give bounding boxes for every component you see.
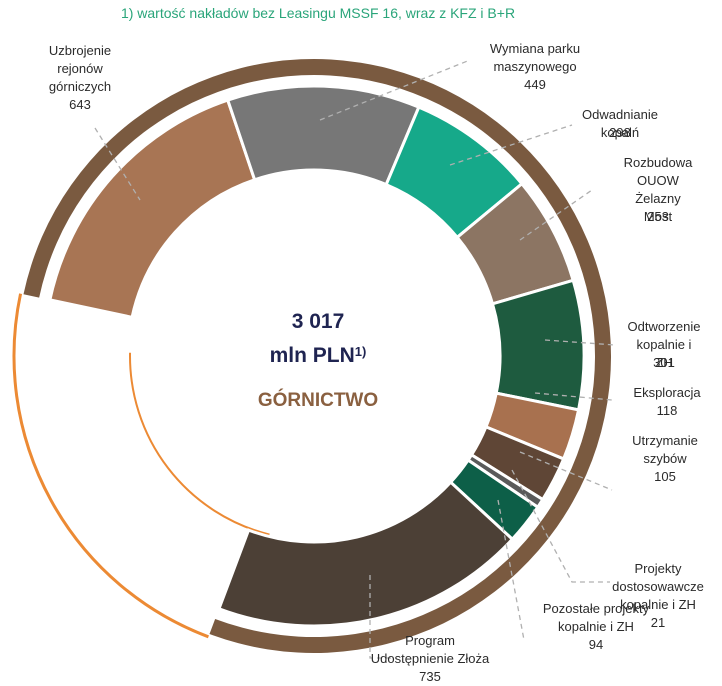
category-label: Odtworzenie kopalnie i ZH bbox=[627, 319, 701, 370]
leader-line bbox=[449, 124, 573, 166]
value-label: 643 bbox=[69, 97, 91, 112]
total-unit: mln PLN1) bbox=[270, 344, 367, 367]
category-label: Wymiana parku maszynowego bbox=[489, 41, 581, 74]
value-label: 105 bbox=[654, 469, 676, 484]
gap-arc bbox=[12, 293, 209, 639]
value-label: 21 bbox=[650, 615, 666, 630]
value-label: 118 bbox=[656, 403, 678, 418]
value-label: 94 bbox=[588, 637, 604, 652]
value-label: 298 bbox=[609, 125, 631, 140]
donut-segment bbox=[217, 480, 515, 628]
category-label: Rozbudowa OUOW Żelazny Most bbox=[623, 155, 693, 224]
leader-line bbox=[519, 451, 613, 491]
value-label: 735 bbox=[419, 669, 441, 684]
unit: mln PLN bbox=[270, 344, 355, 367]
category-label: Projekty dostosowawcze kopalnie i ZH bbox=[612, 561, 704, 612]
value-label: 301 bbox=[653, 355, 675, 370]
leader-line bbox=[511, 469, 610, 583]
donut-segment bbox=[48, 98, 257, 320]
leader-line bbox=[519, 189, 593, 241]
category-label: Pozostałe projekty kopalnie i ZH bbox=[542, 601, 650, 634]
donut-segment bbox=[490, 278, 586, 412]
footnote: 1) wartość nakładów bez Leasingu MSSF 16… bbox=[120, 5, 516, 21]
category-label: Program Udostępnienie Złoża bbox=[370, 633, 490, 666]
leader-line bbox=[544, 339, 616, 346]
value-label: 449 bbox=[524, 77, 546, 92]
leader-line bbox=[497, 499, 525, 641]
leader-line bbox=[534, 392, 613, 401]
donut-segment bbox=[225, 84, 421, 187]
category-label: Uzbrojenie rejonów górniczych bbox=[48, 43, 112, 94]
category-label: Utrzymanie szybów bbox=[632, 433, 698, 466]
category-label: Odwadnianie kopalń bbox=[582, 107, 658, 140]
unit-note: 1) bbox=[355, 344, 367, 359]
gap-arc bbox=[129, 352, 270, 536]
center-label: GÓRNICTWO bbox=[258, 389, 378, 411]
leader-lines bbox=[94, 59, 616, 659]
total-value: 3 017 bbox=[292, 310, 345, 333]
leader-line bbox=[369, 575, 392, 659]
category-label: Eksploracja bbox=[633, 385, 701, 400]
value-label: 253 bbox=[647, 209, 669, 224]
